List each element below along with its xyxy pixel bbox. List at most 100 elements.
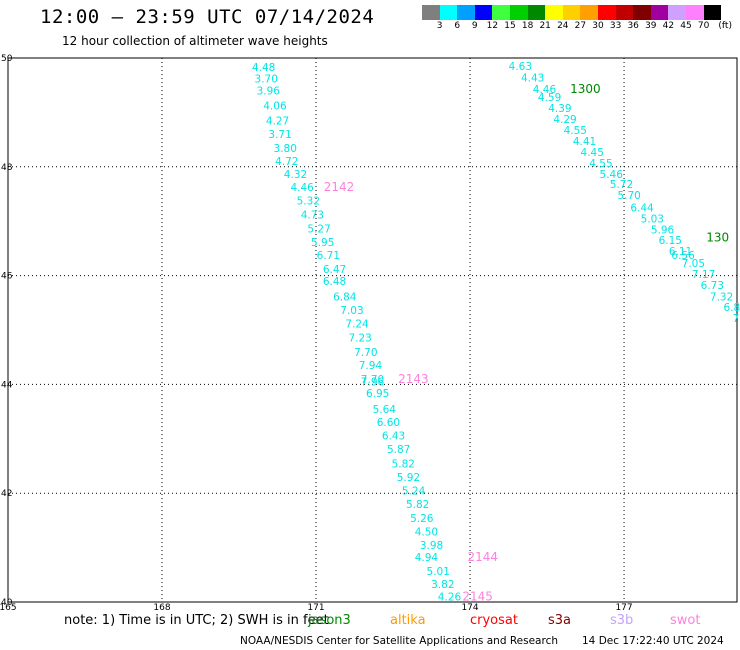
legend-altika: altika: [390, 613, 426, 628]
wave-height-point: 6.71: [317, 250, 340, 262]
wave-height-point: 4.46: [533, 84, 557, 96]
wave-height-point: 6.60: [377, 417, 400, 429]
color-scale-swatch: [509, 5, 528, 20]
wave-height-point: 7.23: [348, 333, 371, 345]
wave-height-point: 6.8: [724, 302, 740, 314]
wave-height-point: 6.56: [671, 250, 695, 262]
lon-tick-label: 171: [307, 603, 324, 613]
wave-height-point: 4.29: [553, 114, 576, 126]
wave-height-point: 5.64: [373, 404, 397, 416]
color-scale-label: 24: [557, 21, 569, 31]
color-scale-label: 39: [645, 21, 657, 31]
wave-height-point: 6.48: [323, 276, 346, 288]
map-frame: [7, 57, 738, 603]
page-subtitle: 12 hour collection of altimeter wave hei…: [62, 34, 328, 48]
wave-height-point: 7.03: [340, 305, 363, 317]
wave-height-point: 7.32: [710, 291, 733, 303]
wave-height-point: 6.44: [630, 203, 654, 215]
wave-height-point: 5.01: [427, 566, 450, 578]
legend-s3a: s3a: [548, 613, 572, 628]
color-scale-label: 12: [486, 21, 499, 31]
lat-tick-label: 40: [1, 598, 13, 608]
lon-tick-label: 174: [461, 603, 478, 613]
wave-height-point: 4.63: [509, 61, 532, 73]
wave-height-point: 6.73: [701, 280, 724, 292]
wave-height-point: 4.48: [252, 62, 275, 74]
wave-height-point: 4.32: [284, 169, 307, 181]
wave-height-color-scale: [422, 5, 722, 20]
wave-height-point: 4.50: [415, 526, 438, 538]
wave-height-point: 5.72: [610, 179, 633, 191]
wave-height-point: 3.82: [431, 579, 454, 591]
wave-height-point: 4.94: [415, 552, 439, 564]
wave-height-point: 7: [733, 313, 740, 325]
color-scale-swatch: [633, 5, 651, 20]
wave-height-point: 7.94: [359, 360, 383, 372]
color-scale-swatch: [597, 5, 616, 20]
pass-time-label: 2142: [324, 180, 355, 194]
color-scale-swatch: [422, 5, 440, 20]
color-scale-label: 18: [521, 21, 534, 31]
wave-height-point: 6.43: [382, 431, 405, 443]
wave-height-point: 6.15: [659, 235, 682, 247]
page-title: 12:00 – 23:59 UTC 07/14/2024: [40, 6, 375, 28]
wave-height-point: 6.84: [333, 291, 357, 303]
wave-height-point: 4.27: [266, 116, 289, 128]
wave-height-point: 7.05: [682, 258, 705, 270]
pass-time-label: 2145: [462, 590, 493, 604]
wave-height-point: 4.06: [263, 100, 287, 112]
legend-cryosat: cryosat: [470, 613, 518, 628]
legend-jason3: jason3: [308, 613, 351, 628]
lon-tick-label: 177: [615, 603, 632, 613]
lat-tick-label: 42: [1, 489, 12, 499]
wave-height-point: 4.72: [275, 156, 298, 168]
wave-height-point: 6.95: [366, 388, 389, 400]
color-scale-label: 6: [454, 21, 461, 31]
wave-height-point: 5.82: [392, 458, 415, 470]
wave-height-point: 5.26: [410, 513, 434, 525]
color-scale-label: 3: [436, 21, 443, 31]
color-scale-swatch: [580, 5, 598, 20]
wave-height-point: 4.55: [564, 125, 587, 137]
wave-height-point: 5.87: [387, 444, 410, 456]
wave-height-point: 4.39: [548, 103, 571, 115]
color-scale-swatch: [492, 5, 510, 20]
wave-height-point: 7.17: [692, 269, 715, 281]
legend-swot: swot: [670, 613, 701, 628]
pass-time-label: 130: [706, 231, 729, 245]
color-scale-swatch: [703, 5, 722, 20]
wave-height-point: 5.95: [311, 237, 334, 249]
color-scale-swatch: [545, 5, 563, 20]
wave-height-point: 4.55: [589, 158, 612, 170]
wave-height-point: 3.80: [274, 143, 297, 155]
wave-height-point: 5.32: [297, 196, 320, 208]
wave-height-point: 5.03: [641, 213, 664, 225]
wave-height-point: 5.92: [397, 472, 420, 484]
generated-timestamp: 14 Dec 17:22:40 UTC 2024: [582, 635, 724, 647]
lat-tick-label: 44: [1, 380, 13, 390]
legend-s3b: s3b: [610, 613, 634, 628]
wave-height-point: 6.47: [323, 264, 346, 276]
color-scale-swatch: [562, 5, 581, 20]
footer-note: note: 1) Time is in UTC; 2) SWH is in fe…: [64, 613, 329, 628]
color-scale-swatch: [615, 5, 634, 20]
color-scale-swatch: [474, 5, 493, 20]
wave-height-point: 5.24: [402, 485, 426, 497]
wave-height-point: 7.96: [361, 377, 385, 389]
lat-tick-label: 46: [1, 272, 13, 282]
pass-time-label: 2143: [398, 372, 429, 386]
color-scale-label: 36: [627, 21, 639, 31]
color-scale-label: 15: [504, 21, 516, 31]
wave-height-point: 7.70: [354, 347, 377, 359]
pass-time-label: 2144: [467, 550, 498, 564]
wave-height-point: 4.73: [301, 210, 324, 222]
color-scale-labels: 3 6 9 12 15 18 21 24 27 30 33 36 39 42 45 70 (ft): [422, 21, 740, 33]
wave-height-point: 5.70: [617, 190, 640, 202]
color-scale-label: 30: [592, 21, 604, 31]
color-scale-label: 45: [680, 21, 692, 31]
lon-tick-label: 165: [0, 603, 17, 613]
color-scale-unit: (ft): [718, 21, 732, 31]
color-scale-swatch: [685, 5, 704, 20]
wave-height-point: 5.96: [651, 224, 675, 236]
